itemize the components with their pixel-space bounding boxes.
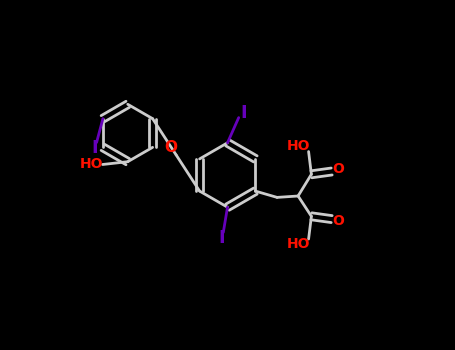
Text: I: I xyxy=(218,229,224,247)
Text: HO: HO xyxy=(286,237,310,251)
Text: I: I xyxy=(240,104,247,122)
Text: I: I xyxy=(91,139,98,157)
Text: O: O xyxy=(332,214,344,228)
Text: HO: HO xyxy=(286,139,310,153)
Text: HO: HO xyxy=(80,158,103,172)
Text: O: O xyxy=(164,140,177,155)
Text: O: O xyxy=(332,162,344,176)
